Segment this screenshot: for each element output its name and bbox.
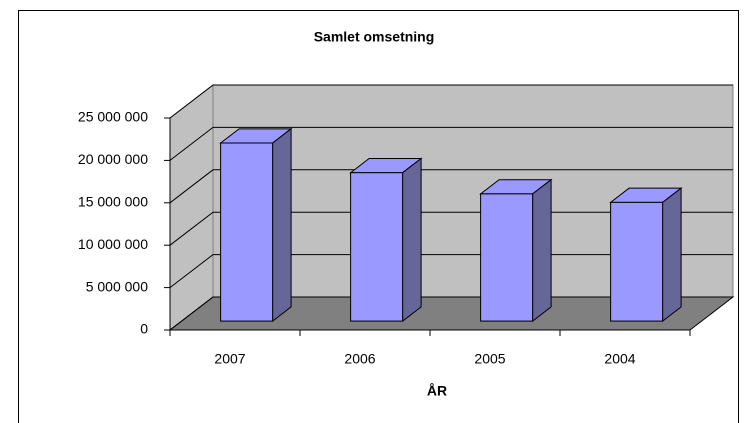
bar — [350, 172, 404, 322]
grid-line — [169, 84, 733, 119]
bar-side — [662, 187, 682, 323]
x-tick-label: 2007 — [214, 351, 245, 367]
x-axis-title: ÅR — [427, 383, 447, 399]
x-tick-label: 2004 — [604, 351, 635, 367]
grid-line — [169, 169, 733, 204]
x-tick-label: 2005 — [474, 351, 505, 367]
y-tick-label: 0 — [140, 321, 148, 337]
bar — [610, 201, 664, 322]
bar — [220, 142, 274, 322]
y-tick-label: 5 000 000 — [86, 278, 148, 294]
y-tick-label: 20 000 000 — [78, 151, 148, 167]
grid-line — [169, 126, 733, 161]
x-tick-label: 2006 — [344, 351, 375, 367]
grid-line — [169, 296, 733, 331]
chart-title: Samlet omsetning — [314, 29, 435, 45]
y-tick-label: 10 000 000 — [78, 236, 148, 252]
bar-side — [532, 178, 552, 323]
grid-line — [169, 211, 733, 246]
side-wall — [169, 83, 214, 332]
bar — [480, 193, 534, 322]
grid-line — [169, 254, 733, 288]
y-tick-label: 15 000 000 — [78, 194, 148, 210]
bar-side — [272, 127, 292, 323]
bar-side — [402, 157, 422, 323]
y-tick-label: 25 000 000 — [78, 109, 148, 125]
